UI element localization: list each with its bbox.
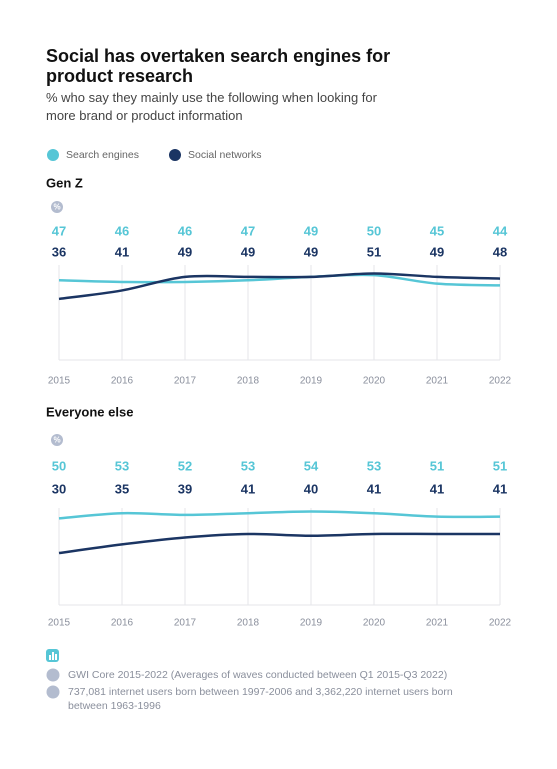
value-label: 47 bbox=[52, 223, 66, 238]
value-label: 40 bbox=[304, 481, 318, 496]
unit-label: % bbox=[53, 436, 60, 445]
series-line bbox=[58, 532, 500, 555]
series-line bbox=[58, 272, 501, 301]
value-label: 51 bbox=[493, 458, 507, 473]
value-label: 48 bbox=[493, 244, 507, 259]
value-label: 47 bbox=[241, 223, 255, 238]
value-label: 51 bbox=[430, 458, 444, 473]
value-label: 36 bbox=[52, 244, 66, 259]
value-label: 41 bbox=[493, 481, 507, 496]
x-tick-label: 2018 bbox=[237, 618, 260, 629]
value-label: 53 bbox=[115, 458, 129, 473]
x-tick-label: 2016 bbox=[111, 618, 134, 629]
value-label: 39 bbox=[178, 481, 192, 496]
value-label: 41 bbox=[241, 481, 255, 496]
value-label: 53 bbox=[367, 458, 381, 473]
x-tick-label: 2020 bbox=[363, 618, 386, 629]
x-tick-label: 2019 bbox=[300, 618, 323, 629]
legend-swatch bbox=[169, 149, 181, 161]
unit-label: % bbox=[53, 203, 60, 212]
source-icons bbox=[46, 649, 60, 699]
value-label: 54 bbox=[304, 458, 319, 473]
x-tick-label: 2021 bbox=[426, 376, 449, 387]
value-label: 50 bbox=[52, 458, 66, 473]
x-tick-label: 2020 bbox=[363, 376, 386, 387]
value-label: 41 bbox=[115, 244, 129, 259]
x-tick-label: 2015 bbox=[48, 618, 71, 629]
x-tick-label: 2022 bbox=[489, 618, 512, 629]
x-tick-label: 2017 bbox=[174, 376, 197, 387]
panel-title: Everyone else bbox=[46, 404, 133, 419]
unit-icon bbox=[51, 434, 63, 446]
value-label: 50 bbox=[367, 223, 381, 238]
title: Social has overtaken search engines for … bbox=[46, 46, 391, 86]
value-label: 45 bbox=[430, 223, 444, 238]
value-label: 53 bbox=[241, 458, 255, 473]
value-label: 49 bbox=[430, 244, 444, 259]
sample-note: 737,081 internet users born between 1997… bbox=[68, 686, 453, 712]
panel-title: Gen Z bbox=[46, 175, 83, 190]
x-tick-label: 2015 bbox=[48, 376, 71, 387]
x-tick-label: 2017 bbox=[174, 618, 197, 629]
x-tick-label: 2021 bbox=[426, 618, 449, 629]
x-tick-label: 2019 bbox=[300, 376, 323, 387]
subtitle: % who say they mainly use the following … bbox=[46, 90, 377, 123]
x-tick-label: 2018 bbox=[237, 376, 260, 387]
series-line bbox=[58, 273, 501, 287]
value-label: 44 bbox=[493, 223, 508, 238]
value-label: 49 bbox=[304, 223, 318, 238]
value-label: 41 bbox=[430, 481, 444, 496]
value-label: 30 bbox=[52, 481, 66, 496]
value-label: 49 bbox=[304, 244, 318, 259]
value-label: 49 bbox=[241, 244, 255, 259]
legend-label: Social networks bbox=[188, 149, 262, 161]
source-note: GWI Core 2015-2022 (Averages of waves co… bbox=[68, 669, 448, 681]
unit-icon bbox=[51, 201, 63, 213]
value-label: 51 bbox=[367, 244, 381, 259]
value-label: 52 bbox=[178, 458, 192, 473]
value-label: 46 bbox=[115, 223, 129, 238]
series-line bbox=[58, 510, 501, 520]
value-label: 41 bbox=[367, 481, 381, 496]
legend-label: Search engines bbox=[66, 149, 139, 161]
x-tick-label: 2016 bbox=[111, 376, 134, 387]
value-label: 49 bbox=[178, 244, 192, 259]
legend-swatch bbox=[47, 149, 59, 161]
x-tick-label: 2022 bbox=[489, 376, 512, 387]
value-label: 46 bbox=[178, 223, 192, 238]
value-label: 35 bbox=[115, 481, 129, 496]
